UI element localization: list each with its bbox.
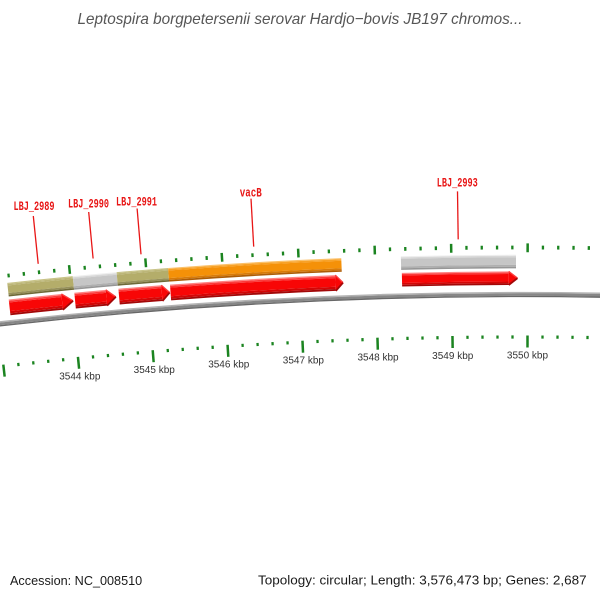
svg-text:3546 kbp: 3546 kbp bbox=[208, 360, 250, 371]
svg-text:Leptospira borgpetersenii sero: Leptospira borgpetersenii serovar Hardjo… bbox=[78, 11, 523, 28]
svg-text:LBJ_2990: LBJ_2990 bbox=[68, 197, 109, 212]
svg-text:3544 kbp: 3544 kbp bbox=[59, 372, 101, 383]
svg-text:3550 kbp: 3550 kbp bbox=[507, 350, 549, 361]
svg-text:vacB: vacB bbox=[240, 186, 262, 201]
svg-text:3548 kbp: 3548 kbp bbox=[357, 353, 399, 364]
svg-text:LBJ_2991: LBJ_2991 bbox=[116, 195, 157, 210]
svg-text:LBJ_2993: LBJ_2993 bbox=[437, 176, 478, 191]
svg-text:Topology: circular; Length: 3,: Topology: circular; Length: 3,576,473 bp… bbox=[258, 573, 587, 588]
svg-text:3549 kbp: 3549 kbp bbox=[432, 351, 474, 362]
svg-text:LBJ_2989: LBJ_2989 bbox=[14, 199, 55, 214]
svg-text:Accession: NC_008510: Accession: NC_008510 bbox=[10, 573, 142, 588]
svg-text:3545 kbp: 3545 kbp bbox=[134, 365, 176, 376]
svg-text:3547 kbp: 3547 kbp bbox=[283, 356, 325, 367]
